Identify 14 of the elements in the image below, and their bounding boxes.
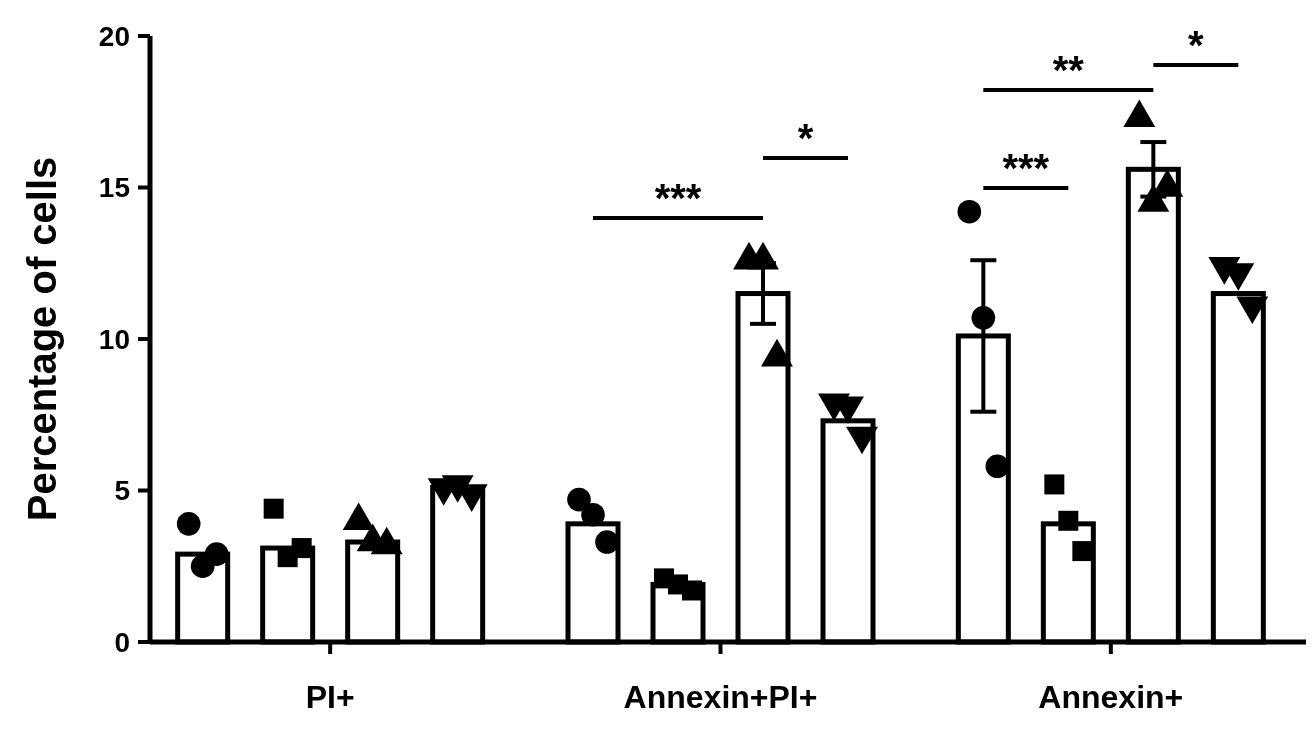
y-tick-label: 0 <box>114 626 130 658</box>
y-tick-label: 5 <box>114 475 130 507</box>
annotation: *** <box>654 176 702 220</box>
annotation: ** <box>1052 48 1085 92</box>
annotation: * <box>1188 23 1205 67</box>
x-tick-label: Annexin+ <box>1038 679 1184 715</box>
annotation: * <box>797 116 814 160</box>
y-tick-label: 15 <box>98 172 130 204</box>
y-axis-title: Percentage of cells <box>20 156 64 522</box>
x-tick-label: Annexin+PI+ <box>623 679 818 715</box>
annotation: *** <box>1002 146 1050 190</box>
x-tick-label: PI+ <box>305 679 355 715</box>
y-tick-label: 10 <box>98 323 130 355</box>
y-tick-label: 20 <box>98 20 130 52</box>
